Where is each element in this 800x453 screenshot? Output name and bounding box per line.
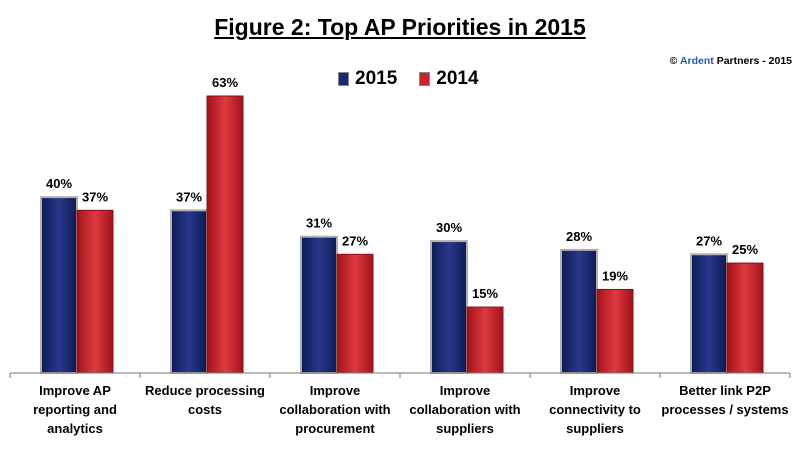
- legend: 2015 2014: [338, 68, 501, 90]
- bar-2015: [300, 235, 338, 374]
- source-brand: Ardent: [679, 55, 714, 67]
- category-label-line: Improve AP: [39, 383, 111, 398]
- data-label-2015: 28%: [566, 229, 592, 244]
- category-label-line: connectivity to: [549, 402, 641, 417]
- category-label-line: collaboration with: [279, 402, 390, 417]
- legend-item-2014: 2014: [419, 68, 479, 90]
- legend-label-2014: 2014: [436, 68, 479, 89]
- bar-2015: [560, 248, 598, 374]
- category-label: Improve collaboration with procurement: [279, 383, 390, 436]
- category-label-line: reporting and: [33, 402, 117, 417]
- category-label: Reduce processing costs: [145, 383, 265, 417]
- category-label-line: suppliers: [566, 421, 624, 436]
- source-suffix: Partners - 2015: [713, 55, 792, 67]
- data-label-2014: 27%: [342, 233, 368, 248]
- category-label-line: procurement: [295, 421, 375, 436]
- category-label-line: suppliers: [436, 421, 494, 436]
- source-prefix: ©: [669, 55, 680, 67]
- data-label-2015: 31%: [306, 216, 332, 231]
- legend-item-2015: 2015: [338, 68, 397, 90]
- category-label: Better link P2P processes / systems: [661, 383, 788, 417]
- legend-label-2015: 2015: [355, 68, 398, 89]
- bar-2014: [206, 95, 244, 374]
- category-label-line: processes / systems: [661, 402, 788, 417]
- category-label-line: analytics: [47, 421, 103, 436]
- data-label-2015: 37%: [176, 189, 202, 204]
- data-label-2015: 27%: [696, 233, 722, 248]
- bar-2015: [170, 209, 208, 374]
- bar-2014: [76, 209, 114, 374]
- data-label-2014: 37%: [82, 189, 108, 204]
- data-label-2014: 25%: [732, 242, 758, 257]
- data-label-2015: 40%: [46, 176, 72, 191]
- bar-2014: [466, 306, 504, 374]
- source-credit: © Ardent Partners - 2015: [670, 55, 792, 67]
- category-label-line: Better link P2P: [679, 383, 771, 398]
- chart-title: Figure 2: Top AP Priorities in 2015: [214, 14, 586, 40]
- bar-2015: [430, 240, 468, 374]
- category-label-line: Improve: [310, 383, 361, 398]
- category-label-line: Reduce processing: [145, 383, 265, 398]
- category-label: Improve collaboration with suppliers: [409, 383, 520, 436]
- bar-2014: [596, 288, 634, 374]
- bar-2015: [690, 253, 728, 375]
- data-label-2014: 19%: [602, 268, 628, 283]
- category-label-line: Improve: [440, 383, 491, 398]
- category-label: Improve AP reporting and analytics: [33, 383, 117, 436]
- data-label-2014: 63%: [212, 75, 238, 90]
- data-label-2014: 15%: [472, 286, 498, 301]
- legend-swatch-2015: [338, 72, 349, 86]
- bar-2014: [726, 262, 764, 374]
- category-label-line: Improve: [570, 383, 621, 398]
- legend-swatch-2014: [419, 72, 431, 86]
- category-label: Improve connectivity to suppliers: [549, 383, 641, 436]
- data-label-2015: 30%: [436, 220, 462, 235]
- bar-2014: [336, 253, 374, 374]
- bar-2015: [40, 196, 78, 374]
- category-label-line: costs: [188, 402, 222, 417]
- category-label-line: collaboration with: [409, 402, 520, 417]
